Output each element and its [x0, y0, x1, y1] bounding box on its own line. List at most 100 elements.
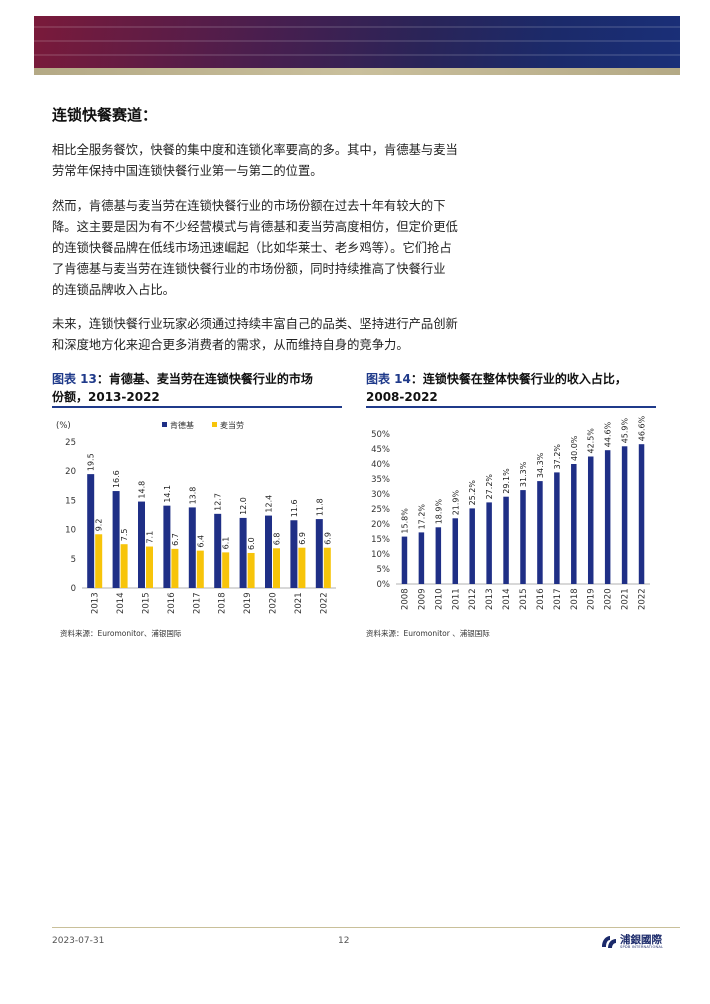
data-label: 37.2%: [553, 444, 562, 470]
data-label: 13.8: [188, 487, 197, 505]
figure-14-label: 图表 14: [366, 372, 411, 386]
bar: [87, 474, 95, 588]
bar: [571, 464, 577, 584]
footer-rule: [52, 927, 680, 928]
bar: [214, 513, 222, 588]
bar: [120, 544, 128, 588]
header-banner: [34, 16, 680, 68]
data-label: 34.3%: [536, 452, 545, 478]
x-tick-label: 2015: [142, 592, 152, 614]
y-tick-label: 10: [65, 526, 76, 536]
spdb-logo: 浦銀國際 SPDB INTERNATIONAL: [600, 932, 682, 952]
banner-stripe: [34, 40, 680, 42]
bar: [418, 532, 425, 584]
banner-stripe: [34, 26, 680, 28]
data-label: 19.5: [87, 453, 96, 471]
legend-swatch: [162, 422, 167, 427]
figure-14-source: 资料来源：Euromonitor 、浦银国际: [366, 629, 490, 638]
legend-label: 肯德基: [170, 420, 194, 430]
x-tick-label: 2010: [434, 588, 444, 610]
page-number: 12: [338, 936, 350, 946]
paragraph-1: 相比全服务餐饮，快餐的集中度和连锁化率要高的多。其中，肯德基与麦当 劳常年保持中…: [52, 140, 522, 182]
x-tick-label: 2014: [116, 592, 126, 614]
figure-14-title: 图表 14：连锁快餐在整体快餐行业的收入占比， 2008-2022: [366, 370, 666, 406]
data-label: 12.7: [214, 493, 223, 511]
x-tick-label: 2021: [621, 588, 631, 610]
data-label: 21.9%: [451, 489, 460, 515]
figure-14-title-line2: 2008-2022: [366, 390, 438, 404]
bar: [323, 547, 331, 588]
paragraph-line: 的连锁快餐品牌在低线市场迅速崛起（比如华莱士、老乡鸡等）。它们抢占: [52, 241, 452, 255]
data-label: 14.1: [163, 485, 172, 503]
x-tick-label: 2012: [468, 588, 478, 610]
bar: [112, 491, 120, 588]
y-tick-label: 20: [65, 467, 76, 477]
data-label: 42.5%: [587, 428, 596, 454]
data-label: 6.7: [171, 533, 180, 546]
data-label: 45.9%: [621, 417, 630, 443]
figure-13-title-line1: ：肯德基、麦当劳在连锁快餐行业的市场: [96, 372, 313, 386]
bar: [621, 446, 628, 584]
bar: [486, 502, 492, 584]
x-tick-label: 2008: [400, 588, 410, 610]
bar: [638, 444, 645, 584]
data-label: 11.6: [290, 499, 299, 517]
section-title: 连锁快餐赛道：: [52, 106, 158, 124]
spdb-logo-icon: [602, 936, 616, 948]
header-gold-bar: [34, 68, 680, 75]
figure-14-rule: [366, 406, 656, 408]
x-tick-label: 2017: [192, 592, 202, 614]
data-label: 12.4: [265, 495, 274, 513]
y-tick-label: 5: [71, 555, 76, 565]
bar: [171, 548, 179, 588]
y-tick-label: 35%: [371, 475, 390, 485]
data-label: 15.8%: [400, 508, 409, 534]
legend-swatch: [212, 422, 217, 427]
x-tick-label: 2020: [604, 588, 614, 610]
x-tick-label: 2016: [536, 588, 546, 610]
paragraph-line: 相比全服务餐饮，快餐的集中度和连锁化率要高的多。其中，肯德基与麦当: [52, 143, 458, 157]
x-tick-label: 2017: [553, 588, 563, 610]
x-tick-label: 2021: [294, 592, 304, 614]
data-label: 31.3%: [519, 461, 528, 487]
data-label: 27.2%: [485, 474, 494, 500]
bar: [265, 515, 272, 588]
data-label: 16.6: [112, 470, 121, 488]
paragraph-line: 了肯德基与麦当劳在连锁快餐行业的市场份额，同时持续推高了快餐行业: [52, 262, 446, 276]
y-tick-label: 25: [65, 438, 76, 448]
data-label: 11.8: [315, 498, 324, 516]
y-tick-label: 25%: [371, 505, 390, 515]
footer-date: 2023-07-31: [52, 936, 105, 946]
bar: [401, 536, 408, 584]
data-label: 6.9: [298, 532, 307, 545]
paragraph-3: 未来，连锁快餐行业玩家必须通过持续丰富自己的品类、坚持进行产品创新 和深度地方化…: [52, 314, 522, 356]
y-tick-label: 0%: [377, 580, 391, 590]
data-label: 25.2%: [468, 480, 477, 506]
x-tick-label: 2022: [319, 592, 329, 614]
legend-label: 麦当劳: [220, 420, 244, 430]
data-label: 6.0: [247, 537, 256, 550]
data-label: 12.0: [239, 497, 248, 515]
bar: [188, 507, 196, 588]
paragraph-line: 降。这主要是因为有不少经营模式与肯德基和麦当劳高度相仿，但定价更低: [52, 220, 458, 234]
y-tick-label: 10%: [371, 550, 390, 560]
x-tick-label: 2016: [167, 592, 177, 614]
bar: [587, 456, 594, 584]
bar: [537, 481, 543, 584]
paragraph-line: 劳常年保持中国连锁快餐行业第一与第二的位置。: [52, 164, 323, 178]
figure-13-source: 资料来源：Euromonitor、浦银国际: [60, 629, 182, 638]
y-axis-label: (%): [56, 421, 71, 431]
data-label: 18.9%: [434, 498, 443, 524]
bar: [469, 508, 475, 584]
chart-kfc-mcd-share: (%) 0 5 10 15 20 25 肯德基 麦当劳 19.5 9.2 2013 16.6 7.5 201…: [56, 420, 336, 614]
x-tick-label: 2022: [638, 588, 648, 610]
banner-stripe: [34, 54, 680, 56]
data-label: 46.6%: [638, 415, 647, 441]
paragraph-line: 未来，连锁快餐行业玩家必须通过持续丰富自己的品类、坚持进行产品创新: [52, 317, 458, 331]
data-label: 6.4: [196, 535, 205, 548]
bar: [146, 546, 153, 588]
bar: [239, 517, 247, 588]
bar: [196, 550, 204, 588]
y-tick-label: 5%: [377, 565, 391, 575]
x-tick-label: 2009: [417, 588, 427, 610]
